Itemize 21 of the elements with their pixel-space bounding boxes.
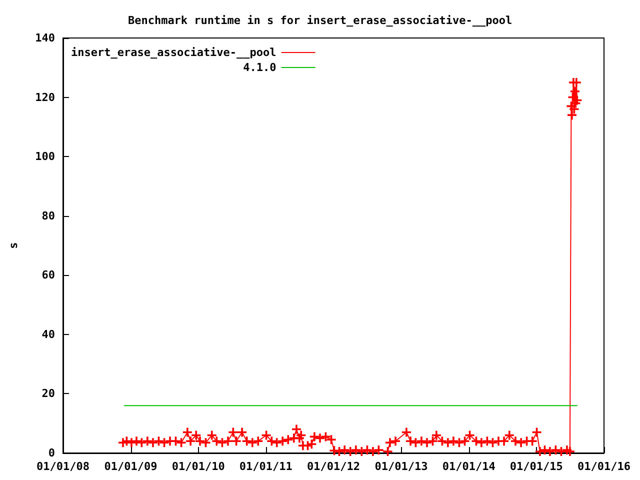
- x-tick-label: 01/01/08: [36, 460, 90, 473]
- x-tick-label: 01/01/10: [172, 460, 225, 473]
- x-tick-label: 01/01/16: [578, 460, 631, 473]
- y-tick-label: 120: [35, 90, 55, 104]
- x-tick-label: 01/01/11: [239, 460, 293, 473]
- chart-title: Benchmark runtime in s for insert_erase_associative-__pool: [128, 14, 512, 27]
- y-tick-label: 140: [35, 32, 55, 44]
- x-tick-label: 01/01/13: [374, 460, 428, 473]
- legend-label: insert_erase_associative-__pool: [70, 46, 276, 59]
- y-tick-label: 100: [35, 150, 55, 164]
- legend-label: 4.1.0: [243, 61, 276, 74]
- x-tick-label: 01/01/09: [104, 460, 158, 473]
- x-tick-label: 01/01/12: [307, 460, 360, 473]
- y-tick-label: 80: [42, 209, 55, 222]
- y-axis-title: s: [7, 242, 20, 249]
- y-tick-label: 40: [42, 328, 55, 341]
- x-tick-label: 01/01/14: [442, 460, 496, 473]
- x-tick-label: 01/01/15: [510, 460, 563, 473]
- y-tick-label: 0: [48, 446, 55, 460]
- y-tick-label: 60: [42, 268, 55, 282]
- y-tick-label: 20: [42, 387, 55, 400]
